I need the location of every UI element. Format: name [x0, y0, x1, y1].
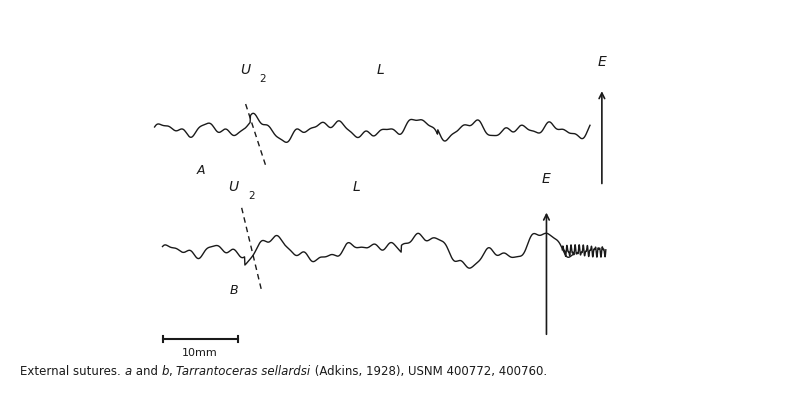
Text: 10mm: 10mm: [182, 348, 218, 358]
Text: B: B: [230, 284, 238, 296]
Text: ,: ,: [169, 365, 177, 378]
Text: U: U: [229, 180, 239, 194]
Text: E: E: [542, 172, 551, 186]
Text: U: U: [241, 63, 250, 77]
Text: External sutures.: External sutures.: [20, 365, 125, 378]
Text: and: and: [132, 365, 162, 378]
Text: (Adkins, 1928), USNM 400772, 400760.: (Adkins, 1928), USNM 400772, 400760.: [310, 365, 546, 378]
Text: 2: 2: [260, 74, 266, 84]
Text: L: L: [376, 63, 384, 77]
Text: a: a: [125, 365, 132, 378]
Text: b: b: [162, 365, 169, 378]
Text: A: A: [196, 164, 205, 177]
Text: Tarrantoceras sellardsi: Tarrantoceras sellardsi: [177, 365, 310, 378]
Text: E: E: [598, 55, 606, 69]
Text: 2: 2: [248, 191, 254, 201]
Text: L: L: [353, 180, 360, 194]
